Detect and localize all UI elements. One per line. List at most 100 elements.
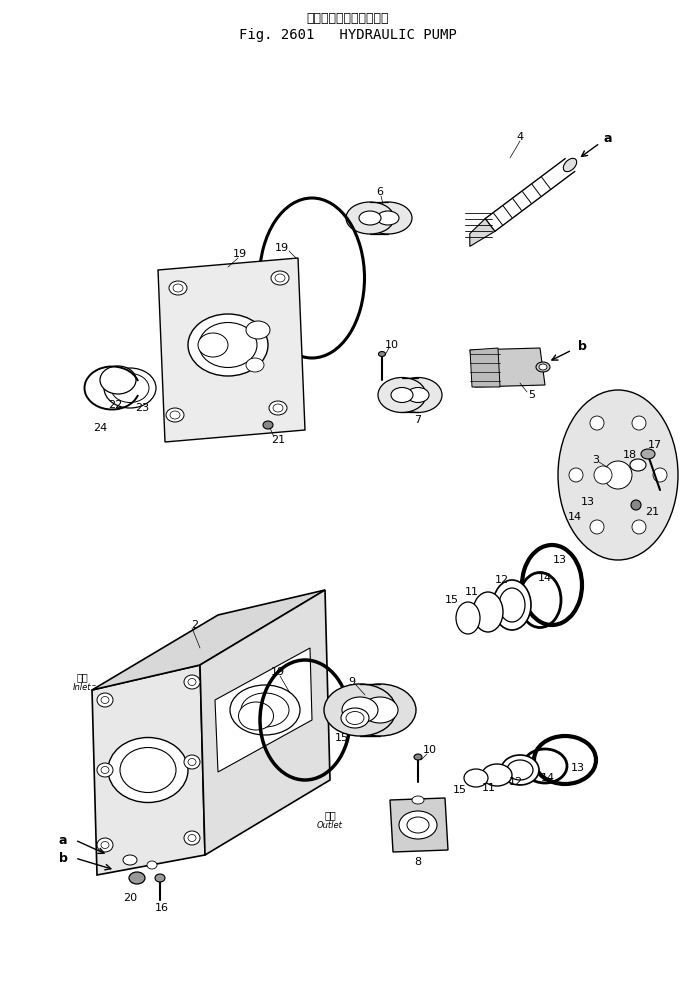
Ellipse shape	[269, 401, 287, 415]
Ellipse shape	[108, 738, 188, 803]
Ellipse shape	[493, 580, 531, 630]
Ellipse shape	[230, 685, 300, 735]
Ellipse shape	[378, 351, 385, 357]
Ellipse shape	[594, 466, 612, 484]
Text: 21: 21	[271, 435, 285, 445]
Text: 14: 14	[541, 773, 555, 783]
Text: 7: 7	[415, 415, 422, 425]
Text: 4: 4	[516, 132, 523, 142]
Text: 17: 17	[648, 440, 662, 450]
Ellipse shape	[199, 322, 257, 368]
Ellipse shape	[97, 693, 113, 707]
Text: 14: 14	[538, 573, 552, 583]
Ellipse shape	[184, 755, 200, 769]
Text: 12: 12	[495, 575, 509, 585]
Text: 2: 2	[192, 620, 199, 630]
Ellipse shape	[188, 758, 196, 765]
Ellipse shape	[155, 874, 165, 882]
Text: 19: 19	[233, 249, 247, 259]
Text: 8: 8	[415, 857, 422, 867]
Text: 23: 23	[135, 403, 149, 413]
Text: 15: 15	[335, 733, 349, 743]
Ellipse shape	[414, 754, 422, 760]
Text: 12: 12	[509, 777, 523, 787]
Ellipse shape	[536, 362, 550, 372]
Ellipse shape	[341, 708, 369, 728]
Text: 3: 3	[592, 455, 599, 465]
Polygon shape	[92, 665, 205, 875]
Ellipse shape	[456, 602, 480, 634]
Ellipse shape	[184, 831, 200, 845]
Ellipse shape	[501, 755, 539, 785]
Text: 5: 5	[528, 390, 535, 400]
Text: 22: 22	[108, 400, 122, 410]
Ellipse shape	[188, 834, 196, 841]
Ellipse shape	[563, 159, 576, 172]
Ellipse shape	[359, 211, 381, 225]
Text: 入口: 入口	[76, 672, 88, 682]
Text: 13: 13	[581, 497, 595, 507]
Text: 11: 11	[482, 783, 496, 793]
Ellipse shape	[632, 520, 646, 534]
Ellipse shape	[101, 841, 109, 849]
Text: 13: 13	[571, 763, 585, 773]
Ellipse shape	[271, 271, 289, 285]
Ellipse shape	[407, 817, 429, 833]
Text: 6: 6	[376, 187, 383, 197]
Polygon shape	[200, 590, 330, 855]
Ellipse shape	[246, 321, 270, 339]
Ellipse shape	[241, 693, 289, 727]
Text: 10: 10	[423, 745, 437, 755]
Text: Fig. 2601   HYDRAULIC PUMP: Fig. 2601 HYDRAULIC PUMP	[239, 28, 457, 42]
Text: 19: 19	[275, 243, 289, 253]
Ellipse shape	[263, 421, 273, 429]
Ellipse shape	[377, 211, 399, 225]
Text: 9: 9	[348, 677, 355, 687]
Ellipse shape	[641, 449, 655, 459]
Text: a: a	[604, 132, 612, 146]
Text: 13: 13	[553, 555, 567, 565]
Ellipse shape	[630, 459, 646, 471]
Ellipse shape	[123, 855, 137, 865]
Ellipse shape	[482, 764, 512, 786]
Polygon shape	[215, 648, 312, 772]
Text: b: b	[578, 340, 586, 354]
Ellipse shape	[275, 274, 285, 282]
Ellipse shape	[111, 374, 149, 402]
Ellipse shape	[558, 390, 678, 560]
Ellipse shape	[569, 468, 583, 482]
Ellipse shape	[129, 872, 145, 884]
Text: 15: 15	[445, 595, 459, 605]
Polygon shape	[390, 798, 448, 852]
Ellipse shape	[391, 387, 413, 402]
Polygon shape	[470, 348, 500, 387]
Ellipse shape	[198, 333, 228, 357]
Text: b: b	[59, 852, 68, 865]
Ellipse shape	[473, 592, 503, 632]
Ellipse shape	[246, 358, 264, 372]
Ellipse shape	[173, 284, 183, 292]
Polygon shape	[470, 219, 495, 246]
Text: 11: 11	[465, 587, 479, 597]
Text: 10: 10	[385, 340, 399, 350]
Ellipse shape	[590, 416, 604, 430]
Ellipse shape	[100, 366, 136, 394]
Ellipse shape	[170, 411, 180, 419]
Ellipse shape	[631, 500, 641, 510]
Ellipse shape	[120, 747, 176, 793]
Ellipse shape	[188, 314, 268, 376]
Polygon shape	[158, 258, 305, 442]
Ellipse shape	[362, 697, 398, 723]
Ellipse shape	[399, 811, 437, 839]
Ellipse shape	[539, 364, 547, 370]
Ellipse shape	[407, 387, 429, 402]
Ellipse shape	[378, 378, 426, 412]
Ellipse shape	[169, 281, 187, 295]
Ellipse shape	[342, 697, 378, 723]
Text: 出口: 出口	[324, 810, 336, 820]
Text: 24: 24	[93, 423, 107, 433]
Ellipse shape	[364, 202, 412, 234]
Text: ハイドロリック　ポンプ: ハイドロリック ポンプ	[307, 12, 389, 25]
Ellipse shape	[346, 202, 394, 234]
Ellipse shape	[188, 678, 196, 685]
